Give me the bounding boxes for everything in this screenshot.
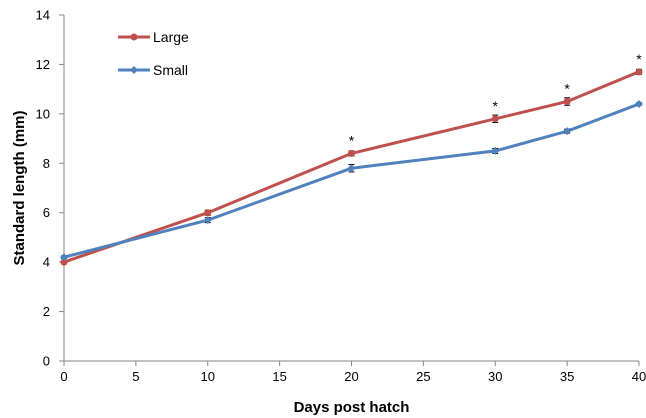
significance-marker: * — [636, 51, 642, 67]
x-tick-label: 15 — [272, 369, 286, 384]
legend-label: Small — [153, 62, 188, 78]
data-point — [348, 149, 355, 157]
legend-item-large: Large — [118, 29, 189, 45]
x-tick-label: 10 — [201, 369, 215, 384]
y-tick-label: 6 — [43, 205, 50, 220]
data-point — [563, 98, 571, 105]
axes: 0 2 4 6 8 10 12 14 0 5 10 15 20 25 30 35 40 — [36, 8, 646, 385]
y-tick-label: 4 — [43, 255, 50, 270]
y-tick-label: 8 — [43, 156, 50, 171]
series-layer — [60, 68, 643, 266]
x-tick-label: 20 — [344, 369, 358, 384]
data-point — [60, 253, 68, 262]
y-axis-title: Standard length (mm) — [11, 110, 28, 265]
x-tick-label: 25 — [416, 369, 430, 384]
data-point — [347, 164, 356, 173]
x-tick-label: 5 — [132, 369, 139, 384]
data-point — [635, 99, 643, 108]
data-point — [635, 68, 643, 76]
data-point — [491, 146, 500, 155]
y-tick-label: 10 — [36, 106, 50, 121]
legend-marker — [130, 66, 138, 74]
x-axis-title: Days post hatch — [294, 399, 410, 416]
significance-marker: * — [349, 132, 355, 148]
significance-marker: * — [564, 81, 570, 97]
series-small — [60, 99, 643, 262]
data-point — [204, 209, 212, 217]
y-tick-label: 14 — [36, 8, 50, 23]
legend: Large Small — [118, 29, 189, 78]
x-tick-label: 0 — [60, 369, 67, 384]
annotation-layer: * * * * — [349, 51, 643, 149]
series-line — [62, 102, 641, 259]
data-point — [563, 127, 572, 136]
series-line — [62, 70, 641, 264]
legend-label: Large — [153, 29, 189, 45]
significance-marker: * — [493, 98, 499, 114]
data-point — [491, 115, 499, 123]
data-point — [203, 216, 212, 225]
legend-item-small: Small — [118, 62, 188, 78]
y-tick-label: 0 — [43, 354, 50, 369]
x-tick-label: 35 — [560, 369, 574, 384]
y-tick-label: 12 — [36, 57, 50, 72]
x-tick-label: 40 — [632, 369, 646, 384]
x-tick-label: 30 — [488, 369, 502, 384]
y-tick-label: 2 — [43, 304, 50, 319]
data-point — [60, 258, 68, 266]
legend-marker — [130, 33, 138, 41]
series-large — [60, 68, 643, 266]
